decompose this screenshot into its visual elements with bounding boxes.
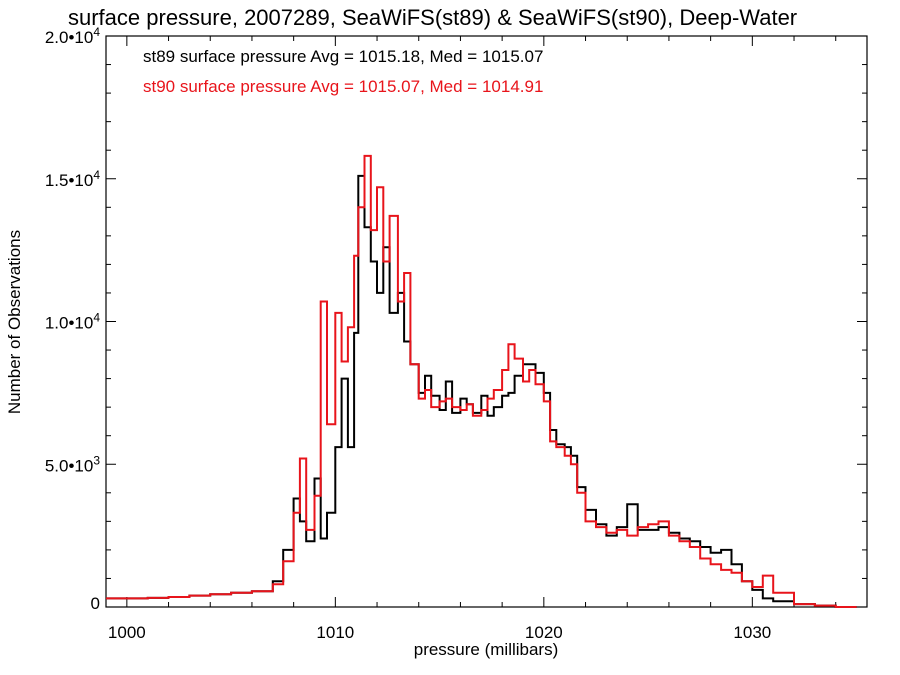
axis-ticks — [106, 35, 867, 608]
x-tick-labels: 1000 1010 1020 1030 — [108, 623, 771, 642]
x-tick-label: 1030 — [733, 623, 771, 642]
chart-title: surface pressure, 2007289, SeaWiFS(st89)… — [68, 5, 797, 30]
x-axis-label: pressure (millibars) — [414, 640, 559, 659]
y-tick-label: 1.0•104 — [45, 311, 101, 333]
y-tick-label: 2.0•104 — [45, 25, 101, 47]
y-tick-label: 5.0•103 — [45, 453, 101, 475]
x-tick-label: 1000 — [108, 623, 146, 642]
y-axis-label: Number of Observations — [5, 230, 24, 414]
series-st90-line — [106, 154, 857, 608]
plot-frame — [105, 35, 868, 608]
x-tick-label: 1020 — [525, 623, 563, 642]
x-tick-label: 1010 — [316, 623, 354, 642]
series-st89-line — [106, 174, 857, 608]
st89-stats-annotation: st89 surface pressure Avg = 1015.18, Med… — [143, 47, 543, 66]
y-tick-label: 1.5•104 — [45, 168, 101, 190]
y-tick-label: 0 — [91, 594, 100, 613]
y-tick-labels: 0 5.0•103 1.0•104 1.5•104 2.0•104 — [45, 25, 101, 613]
st90-stats-annotation: st90 surface pressure Avg = 1015.07, Med… — [143, 77, 543, 96]
